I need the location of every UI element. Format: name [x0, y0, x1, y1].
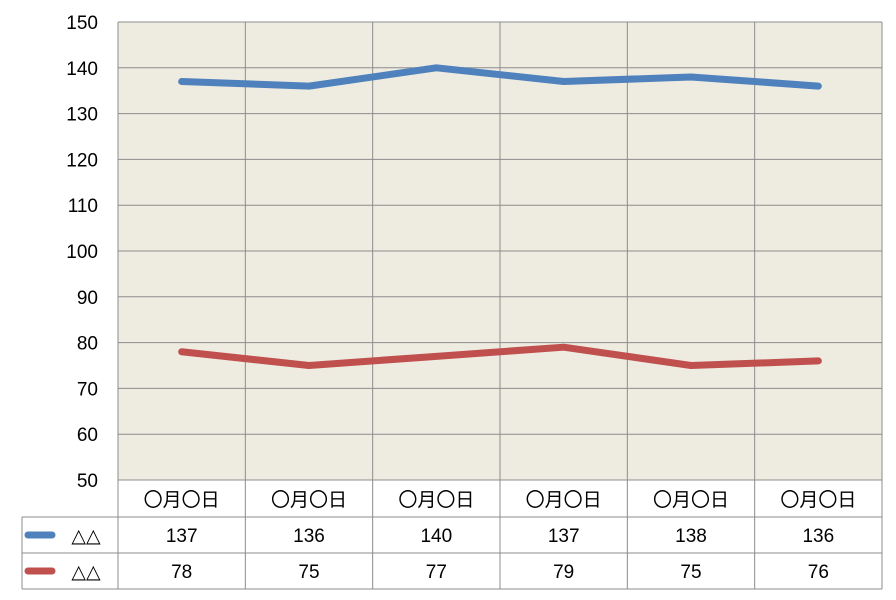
x-category-label: 〇月〇日 — [271, 489, 347, 511]
table-value: 140 — [420, 526, 452, 547]
y-tick-label: 60 — [77, 425, 98, 446]
y-tick-label: 150 — [66, 13, 98, 34]
x-category-label: 〇月〇日 — [526, 489, 602, 511]
table-value: 75 — [298, 562, 319, 583]
table-value: 76 — [808, 562, 829, 583]
table-value: 75 — [680, 562, 701, 583]
table-value: 136 — [293, 526, 325, 547]
y-tick-label: 130 — [66, 105, 98, 126]
y-tick-label: 110 — [68, 196, 98, 217]
legend-series-name: △△ — [71, 526, 101, 547]
y-tick-label: 80 — [77, 334, 98, 355]
x-category-label: 〇月〇日 — [653, 489, 729, 511]
x-category-label: 〇月〇日 — [144, 489, 220, 511]
x-category-label: 〇月〇日 — [398, 489, 474, 511]
table-value: 137 — [548, 526, 580, 547]
series-line — [178, 64, 822, 90]
table-value: 136 — [802, 526, 834, 547]
table-value: 77 — [426, 562, 447, 583]
y-tick-label: 100 — [66, 242, 98, 263]
table-value: 137 — [166, 526, 198, 547]
legend-series-name: △△ — [71, 562, 101, 583]
series-line — [178, 343, 822, 369]
table-value: 78 — [171, 562, 192, 583]
y-tick-label: 90 — [77, 288, 98, 309]
table-value: 79 — [553, 562, 574, 583]
y-tick-label: 140 — [66, 59, 98, 80]
y-tick-label: 70 — [77, 379, 98, 400]
y-tick-label: 120 — [66, 150, 98, 171]
y-tick-label: 50 — [77, 471, 98, 492]
x-category-label: 〇月〇日 — [780, 489, 856, 511]
table-value: 138 — [675, 526, 707, 547]
